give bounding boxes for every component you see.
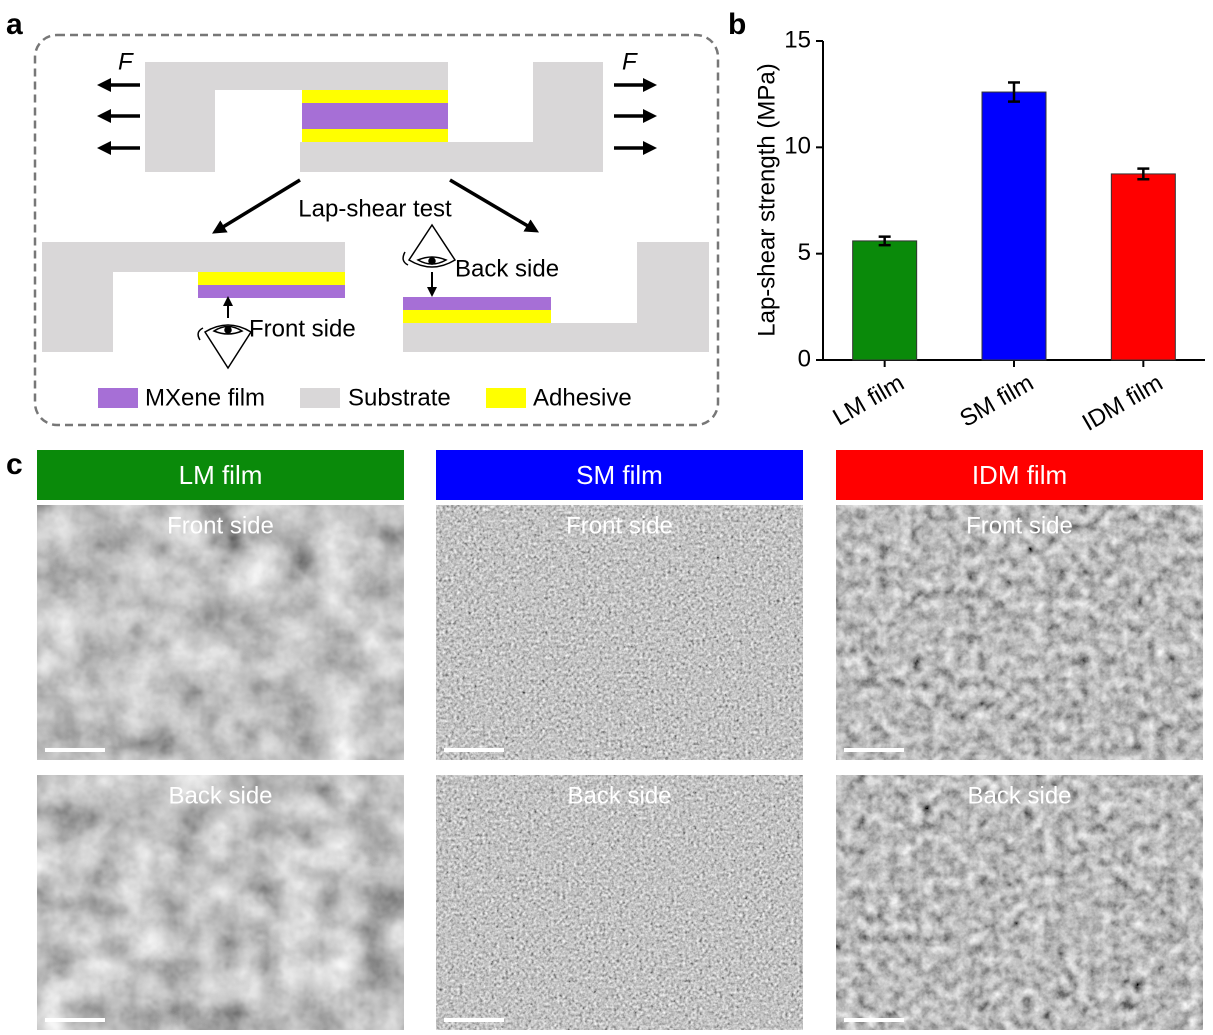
mxene-film bbox=[302, 103, 448, 129]
y-axis-label: Lap-shear strength (MPa) bbox=[753, 63, 780, 336]
legend-label: Substrate bbox=[348, 384, 451, 411]
image-label: Back side bbox=[967, 782, 1071, 809]
column-title: IDM film bbox=[972, 460, 1067, 490]
force-label: F bbox=[118, 48, 134, 75]
force-arrows bbox=[97, 78, 657, 155]
adhesive bbox=[403, 310, 551, 323]
sem-image bbox=[436, 505, 803, 760]
view-label: Back side bbox=[455, 255, 559, 282]
substrate bbox=[300, 62, 603, 172]
bar bbox=[981, 91, 1047, 361]
bar bbox=[1110, 173, 1176, 361]
view-label: Front side bbox=[249, 315, 356, 342]
error-bar bbox=[1008, 81, 1020, 103]
mxene-film bbox=[198, 285, 345, 298]
adhesive bbox=[302, 129, 448, 142]
panel-label: a bbox=[6, 8, 23, 41]
column-title: SM film bbox=[576, 460, 663, 490]
y-tick-label: 15 bbox=[784, 26, 811, 53]
test-label: Lap-shear test bbox=[298, 195, 452, 222]
y-tick-label: 10 bbox=[784, 133, 811, 160]
image-label: Front side bbox=[167, 512, 274, 539]
panel-label: c bbox=[6, 448, 23, 481]
y-tick-label: 5 bbox=[798, 239, 811, 266]
legend-swatch bbox=[300, 388, 340, 408]
legend-label: MXene film bbox=[145, 384, 265, 411]
mxene-film bbox=[403, 297, 551, 310]
panel-label: b bbox=[728, 8, 746, 41]
error-bar bbox=[878, 235, 891, 247]
image-label: Back side bbox=[567, 782, 671, 809]
legend-swatch bbox=[486, 388, 526, 408]
sem-image bbox=[37, 775, 404, 1030]
legend-label: Adhesive bbox=[533, 384, 632, 411]
arrow bbox=[449, 178, 540, 233]
adhesive bbox=[198, 272, 345, 285]
eye-icon bbox=[402, 223, 457, 268]
eye-icon bbox=[197, 324, 253, 370]
force-label: F bbox=[622, 48, 638, 75]
y-tick-label: 0 bbox=[798, 345, 811, 372]
panel-frame bbox=[33, 33, 720, 427]
column-header bbox=[37, 450, 404, 500]
sem-image bbox=[436, 775, 803, 1030]
legend-swatch bbox=[98, 388, 138, 408]
sem-image bbox=[836, 775, 1203, 1030]
image-label: Back side bbox=[168, 782, 272, 809]
column-title: LM film bbox=[179, 460, 263, 490]
x-tick-label: IDM film bbox=[1078, 369, 1168, 436]
sem-image bbox=[836, 505, 1203, 760]
substrate bbox=[145, 62, 448, 172]
column-header bbox=[436, 450, 803, 500]
arrow bbox=[212, 178, 301, 234]
sem-image bbox=[37, 505, 404, 760]
error-bar bbox=[1137, 167, 1150, 181]
image-label: Front side bbox=[966, 512, 1073, 539]
substrate bbox=[403, 242, 709, 352]
substrate bbox=[42, 242, 345, 352]
image-label: Front side bbox=[566, 512, 673, 539]
column-header bbox=[836, 450, 1203, 500]
x-tick-label: SM film bbox=[955, 369, 1038, 432]
bar bbox=[852, 240, 918, 361]
adhesive bbox=[302, 90, 448, 103]
x-tick-label: LM film bbox=[828, 369, 908, 431]
